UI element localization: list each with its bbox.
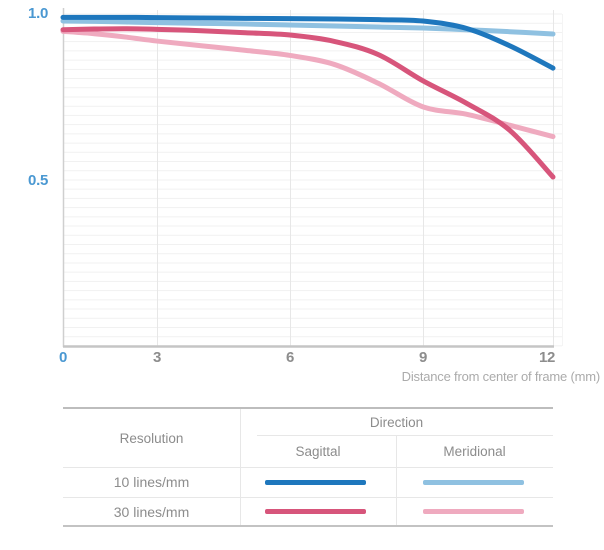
- table-border-bottom: [63, 525, 553, 527]
- sagittal-header: Sagittal: [295, 443, 341, 459]
- legend-swatch-30-sagittal: [265, 509, 366, 514]
- column-divider-2: [396, 435, 397, 525]
- resolution-header: Resolution: [119, 430, 184, 446]
- x-tick-label: 6: [285, 349, 295, 366]
- x-tick-label: 0: [58, 349, 68, 366]
- row-label-10-lines: 10 lines/mm: [113, 474, 190, 490]
- x-tick-label: 9: [418, 349, 428, 366]
- x-tick-label: 3: [152, 349, 162, 366]
- legend-swatch-10-meridional: [423, 480, 524, 485]
- x-tick-label: 12: [538, 349, 556, 366]
- mtf-plot: [60, 8, 563, 348]
- y-tick-label: 0.5: [28, 172, 48, 190]
- row-label-30-lines: 30 lines/mm: [113, 503, 190, 520]
- column-divider-1: [240, 409, 241, 525]
- meridional-header: Meridional: [443, 443, 506, 459]
- row-divider: [63, 497, 553, 498]
- table-border-top: [63, 407, 553, 409]
- legend-table: Resolution Direction Sagittal Meridional…: [63, 407, 553, 527]
- chart-area: 1.0 0.5 0 3 6 9 12 Distance from center of fr…: [28, 5, 601, 384]
- direction-header: Direction: [369, 414, 424, 430]
- legend-swatch-10-sagittal: [265, 480, 366, 485]
- direction-underline: [257, 435, 553, 436]
- header-divider: [63, 467, 553, 468]
- y-tick-label: 1.0: [28, 5, 48, 23]
- x-axis-title: Distance from center of frame (mm): [401, 369, 601, 384]
- legend-swatch-30-meridional: [423, 509, 524, 514]
